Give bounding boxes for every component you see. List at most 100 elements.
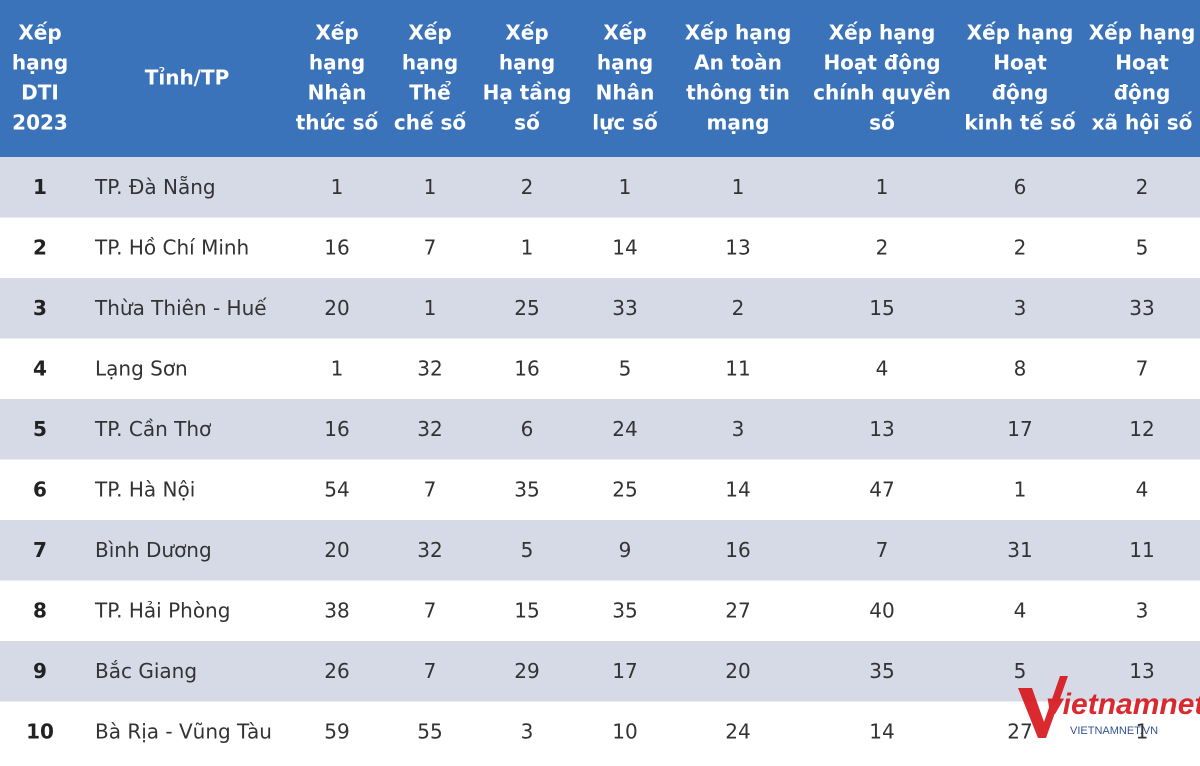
table-cell: 4 xyxy=(876,356,889,380)
rank-cell: 6 xyxy=(33,477,47,501)
table-cell: 14 xyxy=(869,719,894,743)
header-background xyxy=(0,0,1200,157)
header-cell: Xếp xyxy=(603,21,646,45)
table-cell: 1 xyxy=(331,356,344,380)
rank-cell: 3 xyxy=(33,296,47,320)
table-cell: 11 xyxy=(725,356,750,380)
rank-cell: 1 xyxy=(33,175,47,199)
header-cell: động xyxy=(992,81,1049,105)
table-cell: 29 xyxy=(514,659,539,683)
header-cell: kinh tế số xyxy=(964,111,1076,135)
header-cell: Xếp hạng xyxy=(685,21,792,45)
table-cell: 40 xyxy=(869,598,894,622)
rank-cell: 8 xyxy=(33,598,47,622)
table-cell: 38 xyxy=(324,598,349,622)
table-cell: 12 xyxy=(1129,417,1154,441)
table-cell: 31 xyxy=(1007,538,1032,562)
table-cell: 2 xyxy=(1136,175,1149,199)
table-cell: 59 xyxy=(324,719,349,743)
table-cell: 4 xyxy=(1014,598,1027,622)
table-cell: 3 xyxy=(1014,296,1027,320)
province-cell: Bình Dương xyxy=(95,538,212,562)
table-cell: 1 xyxy=(732,175,745,199)
header-cell: Xếp xyxy=(505,21,548,45)
header-cell: hạng xyxy=(12,51,68,75)
row-background xyxy=(0,459,1200,520)
header-cell: xã hội số xyxy=(1092,111,1193,135)
header-cell: Xếp hạng xyxy=(829,21,936,45)
table-cell: 16 xyxy=(514,356,539,380)
table-cell: 33 xyxy=(1129,296,1154,320)
rank-cell: 2 xyxy=(33,235,47,259)
header-cell: Xếp xyxy=(18,21,61,45)
province-cell: Bắc Giang xyxy=(95,659,197,683)
row-background xyxy=(0,520,1200,581)
table-cell: 13 xyxy=(869,417,894,441)
table-cell: 1 xyxy=(331,175,344,199)
table-cell: 20 xyxy=(725,659,750,683)
header-cell: chính quyền xyxy=(813,81,951,105)
table-cell: 10 xyxy=(612,719,637,743)
table-cell: 54 xyxy=(324,477,349,501)
table-cell: 2 xyxy=(521,175,534,199)
table-cell: 3 xyxy=(521,719,534,743)
table-cell: 35 xyxy=(869,659,894,683)
header-cell: số xyxy=(514,111,540,135)
rank-cell: 9 xyxy=(33,659,47,683)
table-cell: 32 xyxy=(417,538,442,562)
table-cell: 4 xyxy=(1136,477,1149,501)
province-cell: TP. Hồ Chí Minh xyxy=(94,235,249,259)
table-cell: 2 xyxy=(732,296,745,320)
table-cell: 8 xyxy=(1014,356,1027,380)
table-cell: 47 xyxy=(869,477,894,501)
table-cell: 1 xyxy=(424,296,437,320)
table-cell: 7 xyxy=(876,538,889,562)
table-cell: 16 xyxy=(324,235,349,259)
table-cell: 35 xyxy=(514,477,539,501)
logo-url: VIETNAMNET.VN xyxy=(1070,725,1158,737)
row-background xyxy=(0,399,1200,460)
row-background xyxy=(0,580,1200,641)
table-cell: 27 xyxy=(725,598,750,622)
table-cell: 27 xyxy=(1007,719,1032,743)
header-cell: Hoạt xyxy=(993,51,1047,75)
header-cell: Hoạt động xyxy=(823,51,940,75)
table-cell: 9 xyxy=(619,538,632,562)
header-cell: lực số xyxy=(592,111,658,135)
table-cell: 7 xyxy=(424,659,437,683)
province-cell: Bà Rịa - Vũng Tàu xyxy=(95,719,272,743)
header-cell: DTI xyxy=(21,81,59,105)
table-header: Xếp hạng DTI 2023 Tỉnh/TP Xếp hạng Nhận thức số X… xyxy=(12,21,1195,135)
header-cell: 2023 xyxy=(12,111,68,135)
header-cell: mạng xyxy=(707,111,770,135)
header-cell: thông tin xyxy=(686,81,790,105)
province-cell: TP. Hải Phòng xyxy=(94,598,230,622)
header-cell: chế số xyxy=(394,111,467,135)
row-background xyxy=(0,338,1200,399)
table-cell: 1 xyxy=(1014,477,1027,501)
header-cell: Tỉnh/TP xyxy=(145,66,230,90)
header-cell: Nhận xyxy=(308,81,367,105)
table-cell: 5 xyxy=(1014,659,1027,683)
table-cell: 15 xyxy=(514,598,539,622)
table-cell: 33 xyxy=(612,296,637,320)
header-cell: Hạ tầng xyxy=(483,81,572,105)
table-cell: 26 xyxy=(324,659,349,683)
header-cell: hạng xyxy=(402,51,458,75)
header-cell: Xếp xyxy=(315,21,358,45)
table-cell: 2 xyxy=(1014,235,1027,259)
table-cell: 11 xyxy=(1129,538,1154,562)
row-background xyxy=(0,701,1200,762)
table-cell: 16 xyxy=(725,538,750,562)
table-cell: 17 xyxy=(1007,417,1032,441)
row-background xyxy=(0,641,1200,702)
table-cell: 1 xyxy=(876,175,889,199)
table-cell: 25 xyxy=(514,296,539,320)
table-cell: 7 xyxy=(424,235,437,259)
table-cell: 6 xyxy=(1014,175,1027,199)
table-cell: 6 xyxy=(521,417,534,441)
logo-mark xyxy=(1018,676,1068,738)
row-background xyxy=(0,157,1200,218)
